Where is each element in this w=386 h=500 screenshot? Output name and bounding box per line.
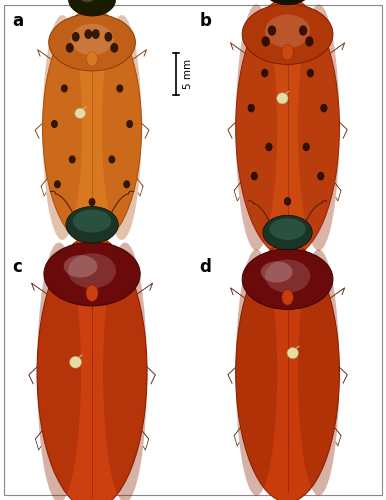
Ellipse shape — [307, 68, 314, 78]
Ellipse shape — [70, 24, 114, 55]
Ellipse shape — [69, 0, 115, 16]
Ellipse shape — [64, 255, 97, 278]
Ellipse shape — [265, 260, 310, 293]
Text: a: a — [12, 12, 24, 30]
Ellipse shape — [263, 0, 312, 5]
Ellipse shape — [265, 142, 273, 152]
Ellipse shape — [75, 108, 86, 118]
Ellipse shape — [248, 104, 255, 112]
Ellipse shape — [236, 0, 339, 257]
Text: b: b — [200, 12, 212, 30]
Ellipse shape — [242, 249, 333, 310]
Ellipse shape — [73, 210, 112, 233]
Ellipse shape — [86, 285, 98, 302]
Ellipse shape — [105, 32, 112, 42]
Ellipse shape — [298, 4, 339, 250]
Ellipse shape — [66, 43, 74, 52]
Ellipse shape — [42, 9, 142, 246]
Ellipse shape — [303, 142, 310, 152]
Ellipse shape — [68, 254, 116, 288]
Ellipse shape — [102, 15, 142, 240]
Ellipse shape — [236, 4, 277, 250]
Ellipse shape — [263, 216, 312, 250]
Ellipse shape — [126, 120, 133, 128]
Ellipse shape — [89, 198, 95, 206]
Ellipse shape — [116, 84, 123, 92]
Ellipse shape — [275, 226, 290, 235]
Ellipse shape — [305, 36, 313, 46]
Ellipse shape — [268, 26, 276, 36]
Ellipse shape — [103, 242, 147, 500]
Text: c: c — [12, 258, 22, 276]
Ellipse shape — [37, 236, 147, 500]
Ellipse shape — [123, 180, 130, 188]
Text: 5 mm: 5 mm — [183, 58, 193, 89]
Ellipse shape — [66, 206, 118, 243]
Ellipse shape — [277, 92, 288, 104]
Ellipse shape — [69, 356, 81, 368]
Text: d: d — [200, 258, 212, 276]
Ellipse shape — [85, 29, 92, 39]
Ellipse shape — [49, 14, 135, 71]
Ellipse shape — [37, 242, 81, 500]
Ellipse shape — [236, 250, 277, 496]
Ellipse shape — [317, 172, 324, 180]
Ellipse shape — [299, 26, 307, 36]
Ellipse shape — [86, 52, 98, 66]
Ellipse shape — [251, 172, 258, 180]
Ellipse shape — [320, 104, 327, 112]
Ellipse shape — [42, 15, 82, 240]
Ellipse shape — [261, 68, 268, 78]
Ellipse shape — [242, 4, 333, 64]
Ellipse shape — [282, 44, 293, 60]
Ellipse shape — [80, 0, 95, 2]
Ellipse shape — [282, 290, 293, 305]
Ellipse shape — [298, 250, 339, 496]
Ellipse shape — [44, 242, 140, 306]
Ellipse shape — [92, 29, 100, 39]
Ellipse shape — [61, 84, 68, 92]
Ellipse shape — [108, 156, 115, 164]
Ellipse shape — [69, 156, 76, 164]
Ellipse shape — [54, 180, 61, 188]
Ellipse shape — [265, 14, 310, 48]
Ellipse shape — [79, 218, 95, 228]
Ellipse shape — [262, 36, 270, 46]
Ellipse shape — [110, 43, 118, 52]
Ellipse shape — [269, 218, 306, 240]
Ellipse shape — [236, 243, 339, 500]
Ellipse shape — [284, 197, 291, 205]
Ellipse shape — [261, 262, 293, 282]
Ellipse shape — [72, 32, 80, 42]
Ellipse shape — [51, 120, 58, 128]
Ellipse shape — [287, 348, 298, 358]
